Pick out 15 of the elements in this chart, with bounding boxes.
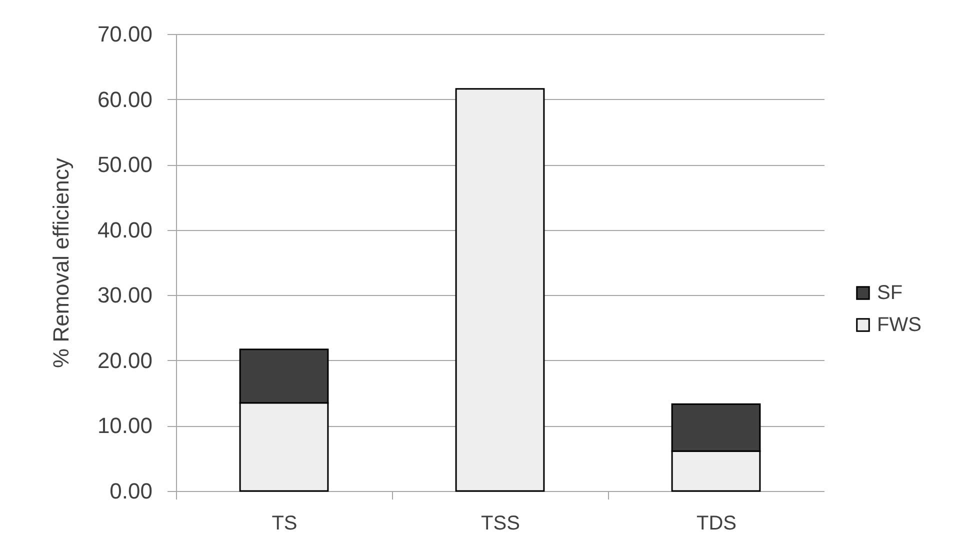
x-tick-label: TSS <box>481 512 520 534</box>
y-tick-label: 0.00 <box>110 478 152 504</box>
y-tick-label: 70.00 <box>97 22 152 46</box>
y-tick-label: 30.00 <box>97 282 152 308</box>
x-tick-label: TDS <box>696 512 736 534</box>
y-tick-label: 20.00 <box>97 348 152 373</box>
bar <box>455 88 545 492</box>
y-tick-label: 60.00 <box>97 86 152 112</box>
legend-label: FWS <box>877 314 922 336</box>
y-tick-label: 10.00 <box>97 413 152 438</box>
legend-label: SF <box>877 282 903 304</box>
y-tick-label: 40.00 <box>97 217 152 242</box>
x-tick-label: TS <box>272 512 298 534</box>
y-tick-label: 50.00 <box>97 152 152 178</box>
y-axis-title: % Removal efficiency <box>48 158 74 368</box>
